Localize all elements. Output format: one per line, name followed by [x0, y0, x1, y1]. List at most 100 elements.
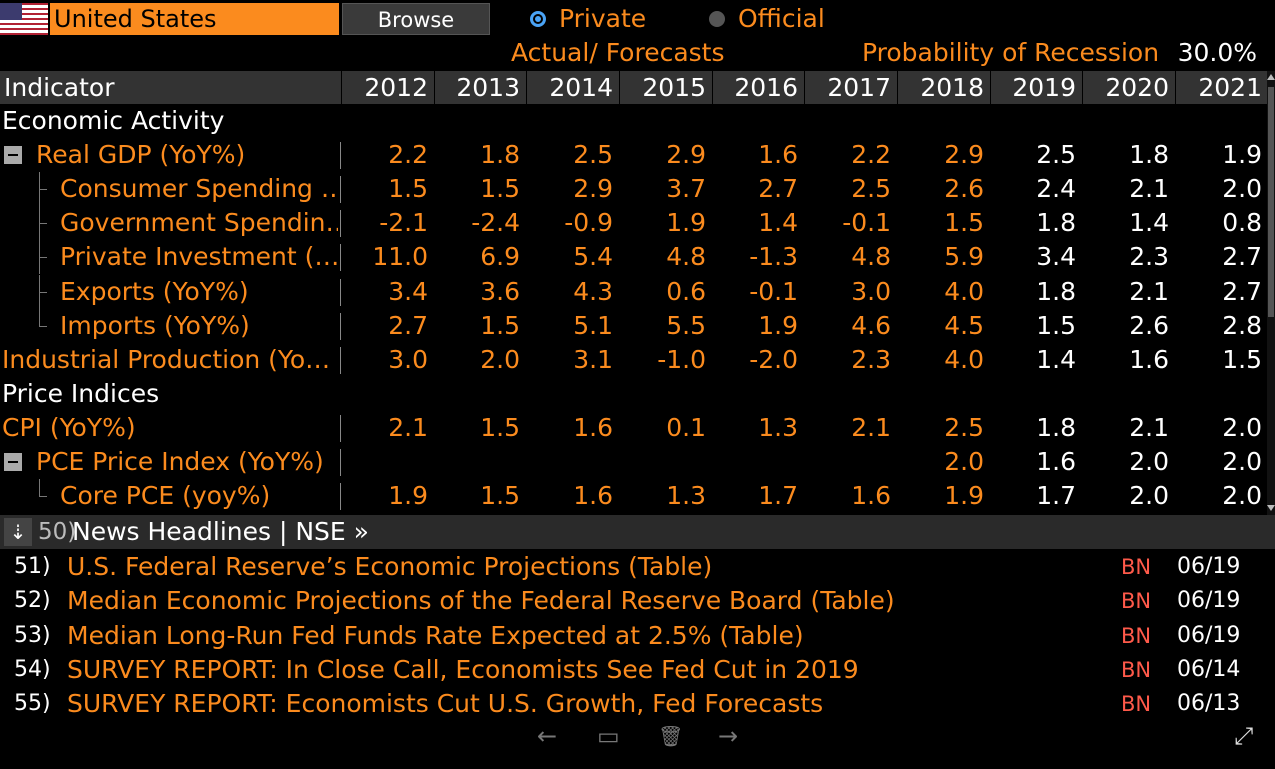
value-cell[interactable] — [712, 445, 804, 479]
value-cell[interactable]: -0.1 — [842, 208, 891, 238]
value-cell[interactable]: 2.1 — [1129, 276, 1169, 306]
collapse-minus-icon[interactable] — [4, 453, 22, 471]
value-cell[interactable]: -1.3 — [749, 242, 798, 272]
value-cell[interactable]: 5.9 — [944, 242, 984, 272]
value-cell[interactable]: 1.4 — [758, 208, 798, 238]
table-scrollbar[interactable] — [1267, 71, 1275, 515]
value-cell[interactable]: 2.0 — [1222, 481, 1262, 511]
value-cell[interactable]: -1.0 — [657, 344, 706, 374]
indicator-label[interactable]: Government Spendin… — [60, 208, 338, 238]
value-cell[interactable]: 1.6 — [573, 412, 613, 442]
trash-icon[interactable]: 🗑 — [658, 724, 684, 748]
value-cell[interactable]: 1.9 — [1222, 140, 1262, 170]
value-cell[interactable]: 2.3 — [1129, 242, 1169, 272]
table-row[interactable]: CPI (YoY%) 2.1 1.5 1.6 0.1 1.3 2.1 2.5 1.8 2.1 2.0 — [0, 411, 1268, 445]
value-cell[interactable]: 4.6 — [851, 310, 891, 340]
value-cell[interactable]: -2.4 — [471, 208, 520, 238]
scroll-thumb[interactable] — [1268, 87, 1274, 317]
news-headline-link[interactable]: Median Long-Run Fed Funds Rate Expected … — [67, 620, 804, 650]
value-cell[interactable]: 1.9 — [666, 208, 706, 238]
value-cell[interactable]: 4.5 — [944, 310, 984, 340]
value-cell[interactable]: 4.0 — [944, 276, 984, 306]
value-cell[interactable]: 1.5 — [480, 310, 520, 340]
value-cell[interactable]: 1.6 — [851, 481, 891, 511]
value-cell[interactable]: 1.6 — [1036, 447, 1076, 476]
scroll-down-icon[interactable] — [1267, 505, 1275, 511]
value-cell[interactable]: 1.3 — [666, 481, 706, 511]
value-cell[interactable]: 1.5 — [480, 481, 520, 511]
value-cell[interactable]: 4.8 — [851, 242, 891, 272]
value-cell[interactable]: 1.7 — [1036, 481, 1076, 511]
radio-official-label[interactable]: Official — [738, 4, 825, 33]
value-cell[interactable]: 2.0 — [1222, 412, 1262, 442]
value-cell[interactable]: 2.0 — [1222, 174, 1262, 204]
value-cell[interactable]: 2.3 — [851, 344, 891, 374]
value-cell[interactable]: 1.5 — [1222, 344, 1262, 374]
news-item[interactable]: 52) Median Economic Projections of the Fe… — [0, 584, 1275, 618]
value-cell[interactable] — [619, 445, 712, 479]
news-item[interactable]: 51) U.S. Federal Reserve’s Economic Proje… — [0, 550, 1275, 584]
table-row[interactable]: Industrial Production (Yo… 3.0 2.0 3.1 -1.0 -… — [0, 343, 1268, 377]
table-row[interactable]: Government Spendin… -2.1 -2.4 -0.9 1.9 1.4 -0.… — [0, 206, 1268, 241]
value-cell[interactable]: 3.7 — [666, 174, 706, 204]
table-row[interactable]: Exports (YoY%) 3.4 3.6 4.3 0.6 -0.1 3.0 4.0 1.8 2… — [0, 274, 1268, 309]
value-cell[interactable]: -2.0 — [749, 344, 798, 374]
news-headline-link[interactable]: Median Economic Projections of the Feder… — [67, 586, 895, 616]
value-cell[interactable]: 2.1 — [388, 412, 428, 442]
value-cell[interactable]: 4.3 — [573, 276, 613, 306]
value-cell[interactable]: 2.7 — [388, 310, 428, 340]
value-cell[interactable]: 2.9 — [944, 140, 984, 170]
value-cell[interactable]: 1.5 — [388, 174, 428, 204]
radio-private-label[interactable]: Private — [559, 4, 647, 33]
value-cell[interactable]: 1.6 — [758, 140, 798, 170]
value-cell[interactable]: 0.8 — [1222, 208, 1262, 238]
value-cell[interactable]: -0.1 — [749, 276, 798, 306]
value-cell[interactable]: 1.6 — [573, 481, 613, 511]
value-cell[interactable]: 1.4 — [1129, 208, 1169, 238]
value-cell[interactable]: 5.1 — [573, 310, 613, 340]
indicator-label[interactable]: Imports (YoY%) — [60, 310, 250, 340]
table-row[interactable]: PCE Price Index (YoY%) 2.0 1.6 2.0 2.0 — [0, 445, 1268, 479]
table-row[interactable]: Private Investment (… 11.0 6.9 5.4 4.8 -1.3 4.… — [0, 240, 1268, 275]
value-cell[interactable]: 2.2 — [851, 140, 891, 170]
value-cell[interactable]: -2.1 — [379, 208, 428, 238]
browse-button[interactable]: Browse — [342, 3, 490, 35]
indicator-label[interactable]: Core PCE (yoy%) — [60, 481, 271, 511]
value-cell[interactable] — [434, 445, 526, 479]
year-column-header[interactable]: 2019 — [990, 71, 1082, 104]
value-cell[interactable]: 2.0 — [1129, 447, 1169, 476]
value-cell[interactable]: 0.1 — [666, 412, 706, 442]
value-cell[interactable]: 2.1 — [1129, 412, 1169, 442]
value-cell[interactable]: 1.5 — [480, 412, 520, 442]
value-cell[interactable]: -0.9 — [564, 208, 613, 238]
value-cell[interactable]: 1.8 — [1036, 208, 1076, 238]
value-cell[interactable]: 5.5 — [666, 310, 706, 340]
value-cell[interactable]: 3.0 — [851, 276, 891, 306]
value-cell[interactable]: 3.0 — [388, 344, 428, 374]
news-headline-link[interactable]: U.S. Federal Reserve’s Economic Projecti… — [67, 552, 713, 581]
value-cell[interactable]: 2.9 — [666, 140, 706, 170]
news-section-title[interactable]: News Headlines | NSE » — [72, 517, 369, 546]
value-cell[interactable]: 0.6 — [666, 276, 706, 306]
indicator-label[interactable]: Industrial Production (Yo… — [2, 344, 331, 374]
year-column-header[interactable]: 2015 — [619, 71, 712, 104]
forward-arrow-icon[interactable]: → — [718, 722, 739, 750]
value-cell[interactable]: 1.8 — [1036, 276, 1076, 306]
value-cell[interactable]: 2.4 — [1036, 174, 1076, 204]
table-row[interactable]: Consumer Spending … 1.5 1.5 2.9 3.7 2.7 2.5 2.6… — [0, 172, 1268, 207]
indicator-label[interactable]: Private Investment (… — [60, 242, 338, 272]
indicator-label[interactable]: Consumer Spending … — [60, 174, 338, 204]
scroll-up-icon[interactable] — [1267, 74, 1275, 80]
year-column-header[interactable]: 2020 — [1082, 71, 1175, 104]
news-headline-link[interactable]: SURVEY REPORT: In Close Call, Economists… — [67, 654, 859, 684]
year-column-header[interactable]: 2021 — [1175, 71, 1268, 104]
value-cell[interactable]: 1.9 — [944, 481, 984, 511]
expand-icon[interactable]: ⤢ — [1234, 722, 1254, 750]
value-cell[interactable]: 5.4 — [573, 242, 613, 272]
value-cell[interactable]: 3.1 — [573, 344, 613, 374]
indicator-label[interactable]: Exports (YoY%) — [60, 276, 249, 306]
value-cell[interactable]: 2.0 — [1129, 481, 1169, 511]
value-cell[interactable]: 2.5 — [573, 140, 613, 170]
value-cell[interactable]: 1.5 — [480, 174, 520, 204]
value-cell[interactable]: 3.4 — [1036, 242, 1076, 272]
